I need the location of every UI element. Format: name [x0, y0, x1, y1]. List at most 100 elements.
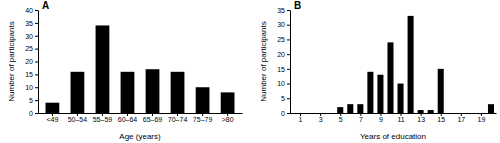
bar: [377, 75, 383, 113]
y-tick: 5: [29, 97, 38, 104]
y-tick-mark: [35, 36, 38, 37]
bar: [337, 107, 343, 113]
bar: [71, 72, 85, 113]
x-tick: 15: [437, 113, 445, 123]
bar: [418, 110, 424, 113]
x-tick-label: >80: [222, 116, 234, 123]
x-tick-label: 5: [339, 116, 343, 123]
bar: [196, 87, 210, 113]
y-tick-label: 25: [25, 45, 33, 52]
y-axis-line: [290, 11, 291, 114]
y-tick: 15: [25, 71, 38, 78]
y-tick: 30: [25, 32, 38, 39]
y-tick-label: 15: [25, 71, 33, 78]
y-tick: 10: [25, 84, 38, 91]
bar: [387, 42, 393, 113]
x-tick: 19: [478, 113, 486, 123]
y-tick-mark: [287, 25, 290, 26]
y-tick-mark: [35, 74, 38, 75]
bar: [146, 69, 160, 113]
y-tick-label: 10: [277, 80, 285, 87]
x-tick: <49: [46, 113, 58, 123]
y-tick-label: 20: [25, 58, 33, 65]
y-tick-mark: [287, 84, 290, 85]
x-tick-label: 13: [417, 116, 425, 123]
y-tick: 25: [25, 45, 38, 52]
bar: [408, 16, 414, 113]
y-axis: 0 5 10 15 20 25 30 35 40: [25, 7, 38, 117]
x-axis-line: [291, 113, 497, 114]
x-tick: 7: [359, 113, 363, 123]
x-tick-label: <49: [46, 116, 58, 123]
y-tick: 25: [277, 36, 290, 43]
figure: <4950–5455–5960–6465–6970–7475–79>800510…: [0, 0, 500, 143]
bar: [96, 25, 110, 113]
x-tick: 50–54: [68, 113, 88, 123]
x-tick: >80: [222, 113, 234, 123]
y-tick-label: 20: [277, 51, 285, 58]
y-tick-label: 30: [277, 21, 285, 28]
y-tick: 35: [277, 7, 290, 14]
x-tick-label: 70–74: [168, 116, 188, 123]
bar: [367, 72, 373, 113]
x-axis: <49 50–54 55–59 60–64 65–69 70–74 75–79 >80: [39, 113, 243, 123]
y-tick-mark: [287, 10, 290, 11]
x-tick-label: 19: [478, 116, 486, 123]
x-tick: 5: [339, 113, 343, 123]
bar: [438, 69, 444, 113]
x-axis: 135791113151719: [291, 113, 497, 123]
y-tick-label: 30: [25, 32, 33, 39]
panel-label: B: [294, 0, 301, 11]
x-tick-label: 9: [379, 116, 383, 123]
y-tick: 35: [25, 20, 38, 27]
y-tick: 10: [277, 80, 290, 87]
x-tick-label: 60–64: [118, 116, 138, 123]
y-tick-label: 40: [25, 7, 33, 14]
panel: <49 50–54 55–59 60–64 65–69 70–74 75–79 >80 0 5 10…: [7, 0, 243, 141]
bar: [46, 103, 60, 113]
y-tick-mark: [35, 113, 38, 114]
y-tick: 5: [281, 95, 290, 102]
x-tick-label: 55–59: [93, 116, 113, 123]
x-tick: 60–64: [118, 113, 138, 123]
y-tick: 0: [29, 110, 38, 117]
bar: [121, 72, 135, 113]
x-tick-label: 65–69: [143, 116, 163, 123]
x-tick-label: 11: [397, 116, 404, 123]
x-tick-label: 15: [437, 116, 445, 123]
x-tick: 17: [457, 113, 465, 123]
x-tick: 55–59: [93, 113, 113, 123]
bar: [347, 104, 353, 113]
x-tick-label: 17: [457, 116, 465, 123]
x-tick-label: 75–79: [193, 116, 213, 123]
y-tick-label: 35: [25, 20, 33, 27]
x-tick-label: 7: [359, 116, 363, 123]
y-tick: 15: [277, 66, 290, 73]
bar: [428, 110, 434, 113]
y-tick-label: 0: [29, 110, 33, 117]
x-tick-label: 3: [319, 116, 323, 123]
bar: [171, 72, 185, 113]
x-tick: 75–79: [193, 113, 213, 123]
y-tick-label: 5: [281, 95, 285, 102]
x-tick: 1: [299, 113, 303, 123]
y-tick-label: 10: [25, 84, 33, 91]
y-axis-title: Number of participants: [7, 21, 16, 101]
y-tick: 20: [25, 58, 38, 65]
x-tick: 65–69: [143, 113, 163, 123]
y-tick-mark: [287, 69, 290, 70]
y-tick-mark: [35, 62, 38, 63]
y-tick-mark: [287, 113, 290, 114]
x-axis-title: Age (years): [119, 132, 161, 141]
y-tick-label: 25: [277, 36, 285, 43]
y-tick-mark: [287, 98, 290, 99]
panel: 13579111315171905101520253035Years of ed…: [259, 0, 497, 141]
y-tick-label: 5: [29, 97, 33, 104]
y-axis-title: Number of participants: [259, 21, 268, 101]
bars: [337, 16, 494, 113]
y-tick-mark: [35, 23, 38, 24]
bar: [357, 104, 363, 113]
x-tick-label: 1: [299, 116, 303, 123]
y-tick-label: 15: [277, 66, 285, 73]
x-axis-title: Years of education: [360, 132, 426, 141]
